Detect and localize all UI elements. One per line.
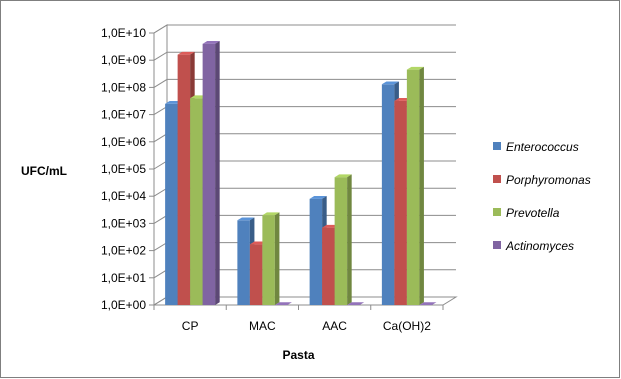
bar-side: [274, 212, 280, 305]
legend-swatch: [493, 241, 501, 249]
bar-top: [419, 302, 437, 305]
bar: [347, 302, 365, 305]
bar-top: [334, 174, 352, 178]
bar-top: [274, 302, 292, 305]
bar-top: [177, 51, 195, 55]
bar-top: [262, 212, 280, 216]
bar-front: [381, 84, 395, 305]
bar: [406, 66, 424, 306]
bar-top: [237, 217, 255, 221]
bar: [202, 41, 220, 306]
legend-item: Enterococcus: [493, 140, 579, 154]
bar: [262, 212, 280, 305]
bar-side: [215, 41, 220, 306]
bar-front: [202, 43, 216, 305]
y-tick-label: 1,0E+00: [101, 298, 146, 312]
bar-front: [394, 100, 407, 305]
legend-item: Prevotella: [493, 206, 560, 220]
bar-front: [237, 220, 250, 305]
bar-front: [177, 54, 191, 306]
y-tick-label: 1,0E+06: [101, 135, 146, 149]
bar-front: [334, 177, 348, 305]
x-tick-label: AAC: [322, 319, 347, 333]
bar-top: [309, 196, 327, 199]
y-tick-label: 1,0E+03: [101, 216, 146, 230]
bar-front: [262, 215, 275, 305]
legend-item: Actinomyces: [493, 239, 574, 253]
bar-top: [347, 302, 365, 305]
bar-side: [419, 66, 424, 306]
legend: Enterococcus Porphyromonas Prevotella Actin…: [493, 140, 591, 253]
legend-swatch: [493, 208, 501, 216]
legend-label: Porphyromonas: [506, 173, 591, 187]
bar: [334, 174, 352, 305]
legend-label: Actinomyces: [505, 239, 574, 253]
legend-swatch: [493, 175, 501, 183]
bar-front: [190, 98, 203, 305]
bar-front: [322, 227, 335, 305]
bar: [274, 302, 292, 305]
y-axis-title: UFC/mL: [21, 164, 67, 178]
y-tick-label: 1,0E+04: [101, 189, 146, 203]
legend-swatch: [493, 142, 501, 150]
y-tick-labels: 1,0E+00 1,0E+01 1,0E+02 1,0E+03 1,0E+04 1,0E+…: [101, 26, 146, 312]
x-tick-label: Ca(OH)2: [383, 319, 431, 333]
y-tick-label: 1,0E+10: [101, 26, 146, 40]
y-tick-label: 1,0E+01: [101, 271, 146, 285]
bar-front: [249, 244, 263, 305]
gridline: [153, 51, 456, 61]
x-tick-label: CP: [182, 319, 199, 333]
y-tick-label: 1,0E+05: [101, 162, 146, 176]
bar-front: [406, 69, 420, 305]
gridline: [153, 24, 456, 34]
y-tick-label: 1,0E+07: [101, 108, 146, 122]
bar-front: [165, 103, 178, 305]
x-tick-label: MAC: [249, 319, 276, 333]
gridline: [153, 78, 456, 88]
bar-top: [202, 41, 220, 44]
legend-label: Enterococcus: [506, 140, 579, 154]
legend-item: Porphyromonas: [493, 173, 591, 187]
bar: [419, 302, 437, 305]
bar-top: [406, 66, 424, 70]
bars: [165, 41, 437, 306]
legend-label: Prevotella: [506, 206, 560, 220]
x-axis-title: Pasta: [282, 348, 314, 362]
bar-top: [381, 81, 399, 85]
bar-front: [309, 198, 323, 305]
x-tick-labels: CP MAC AAC Ca(OH)2: [153, 305, 444, 333]
y-tick-label: 1,0E+09: [101, 53, 146, 67]
y-tick-label: 1,0E+08: [101, 80, 146, 94]
bar-side: [347, 174, 352, 305]
y-tick-label: 1,0E+02: [101, 244, 146, 258]
